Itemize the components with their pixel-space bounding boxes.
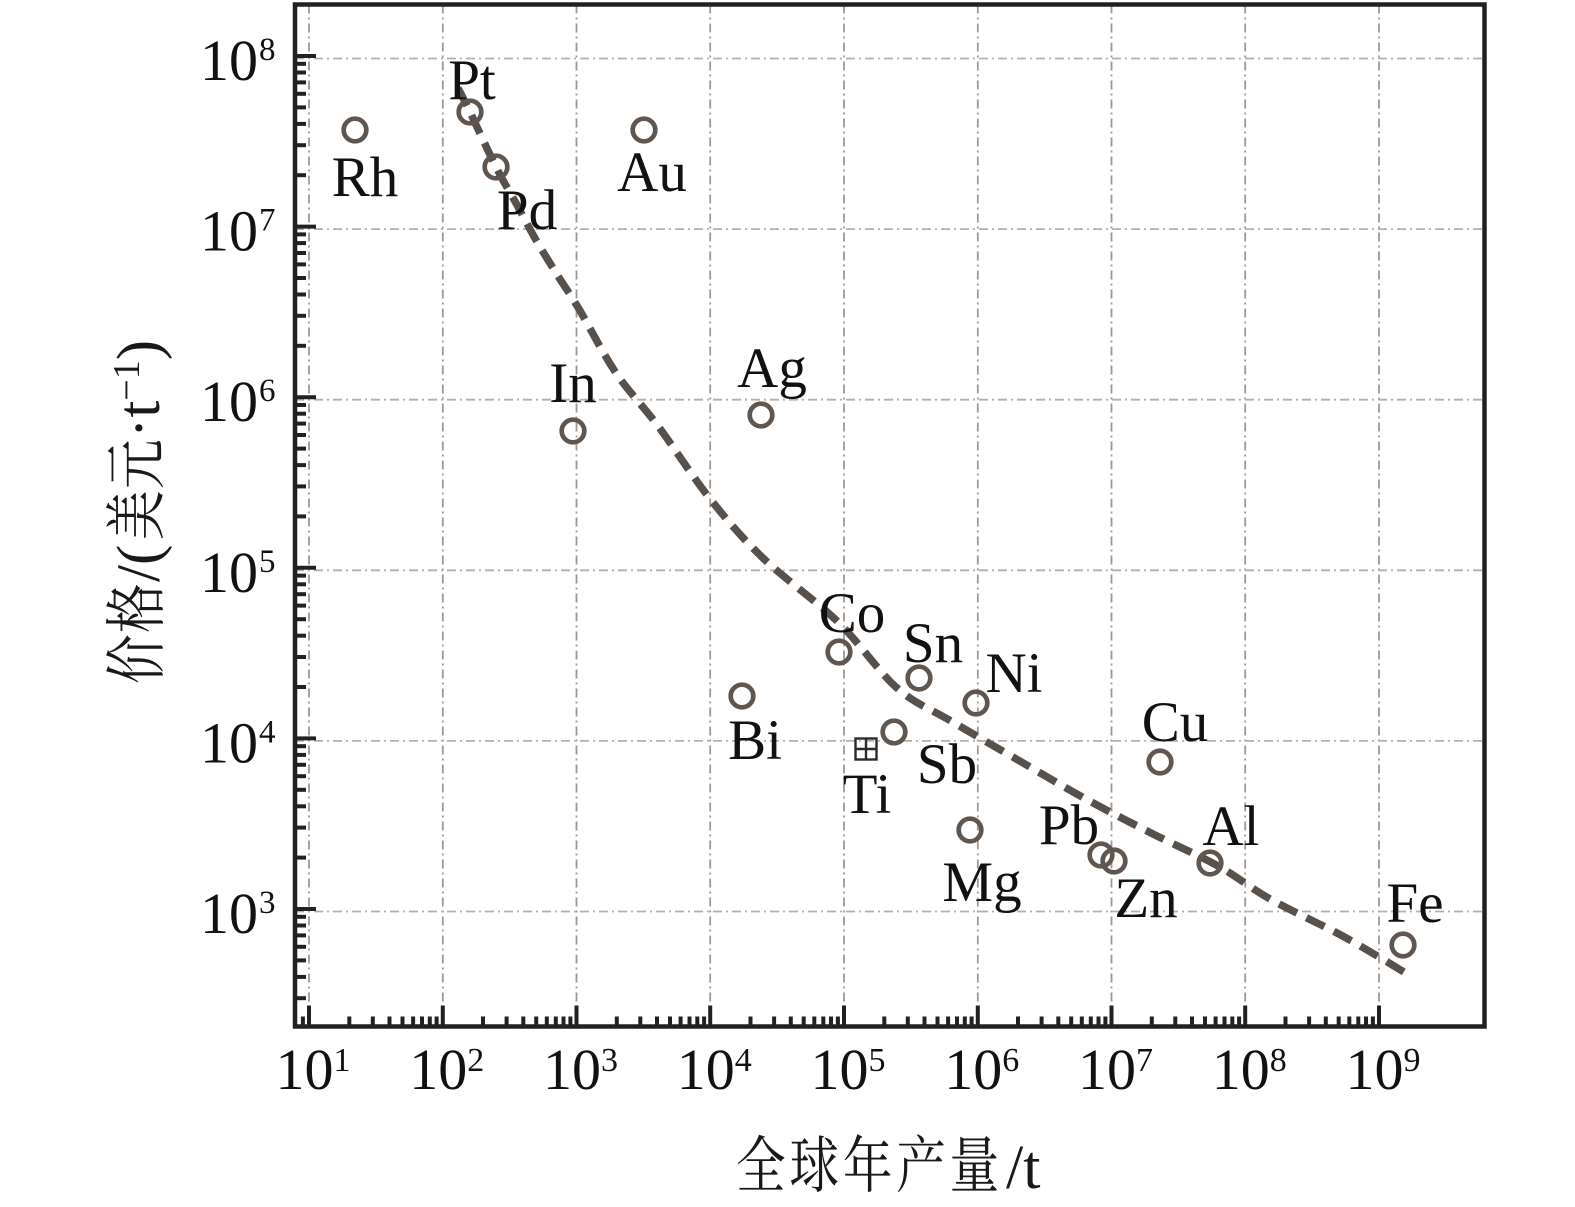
svg-text:/t: /t	[1006, 1134, 1040, 1202]
svg-text:10: 10	[200, 710, 258, 775]
svg-text:7: 7	[259, 203, 276, 239]
svg-text:Co: Co	[819, 582, 886, 645]
svg-text:3: 3	[259, 885, 276, 921]
svg-text:Rh: Rh	[332, 146, 399, 209]
svg-text:Pd: Pd	[497, 179, 557, 242]
svg-text:10: 10	[200, 881, 258, 946]
svg-text:Fe: Fe	[1387, 872, 1444, 935]
svg-text:Cu: Cu	[1142, 691, 1209, 754]
svg-text:Ni: Ni	[986, 642, 1043, 705]
svg-text:10: 10	[200, 540, 258, 605]
svg-text:4: 4	[259, 714, 276, 750]
svg-text:Al: Al	[1203, 795, 1260, 858]
svg-text:Bi: Bi	[728, 709, 782, 772]
svg-text:105: 105	[811, 1037, 886, 1102]
svg-text:101: 101	[276, 1037, 351, 1102]
svg-text:Zn: Zn	[1114, 867, 1177, 930]
svg-text:/(: /(	[106, 545, 173, 582]
svg-text:6: 6	[259, 373, 276, 409]
svg-text:10: 10	[200, 199, 258, 264]
svg-text:Mg: Mg	[942, 851, 1021, 914]
svg-text:Sb: Sb	[917, 733, 977, 796]
svg-text:Au: Au	[617, 141, 687, 204]
svg-text:Ag: Ag	[737, 337, 807, 400]
svg-text:Pb: Pb	[1039, 794, 1099, 857]
svg-text:8: 8	[259, 32, 276, 68]
svg-text:In: In	[549, 352, 596, 415]
svg-text:10: 10	[200, 369, 258, 434]
svg-text:Pt: Pt	[448, 49, 496, 112]
svg-text:10: 10	[200, 28, 258, 93]
svg-text:Sn: Sn	[903, 612, 963, 675]
svg-text:Ti: Ti	[843, 763, 892, 826]
svg-text:5: 5	[259, 544, 276, 580]
